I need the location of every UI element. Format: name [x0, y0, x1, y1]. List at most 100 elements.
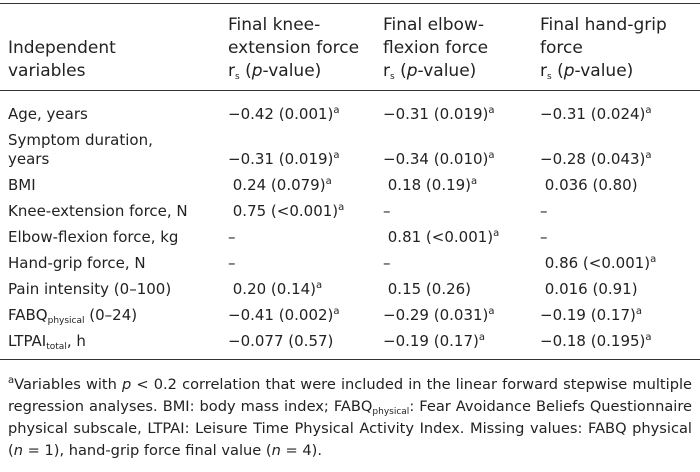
header-row: Independent variables Final knee-extension…: [0, 3, 700, 91]
text-part: 0.18 (0.19): [383, 176, 472, 194]
header-cell: Independent variables: [0, 3, 228, 91]
text-part: a: [650, 254, 657, 265]
text-part: a: [8, 375, 15, 386]
text-part: a: [645, 105, 652, 116]
text-part: Pain intensity (0–100): [8, 280, 172, 298]
row-label: Elbow-flexion force, kg: [0, 224, 228, 250]
text-part: (: [551, 61, 564, 81]
text-part: (0–24): [84, 306, 138, 324]
text-part: −0.29 (0.031): [383, 306, 489, 324]
text-part: 0.86 (<0.001): [540, 254, 651, 272]
text-part: total: [46, 342, 67, 352]
text-part: a: [488, 306, 495, 317]
value-cell: 0.75 (<0.001)a: [228, 198, 383, 224]
row-label: LTPAItotal, h: [0, 328, 228, 360]
text-part: a: [338, 202, 345, 213]
text-part: = 4).: [280, 442, 322, 459]
header-line: Final elbow-: [383, 15, 484, 35]
text-part: –: [228, 228, 236, 246]
text-part: a: [316, 280, 323, 291]
text-part: Age, years: [8, 105, 88, 123]
text-part: a: [325, 176, 332, 187]
value-cell: −0.077 (0.57): [228, 328, 383, 360]
value-cell: –: [383, 198, 540, 224]
header-line: Independent: [8, 38, 116, 58]
text-part: r: [228, 61, 235, 81]
value-cell: 0.016 (0.91): [540, 276, 700, 302]
table-body: Age, years −0.42 (0.001)a −0.31 (0.019)a −0…: [0, 91, 700, 360]
data-table: Independent variables Final knee-extension…: [0, 3, 700, 360]
table-row: Symptom duration, years −0.31 (0.019)a −0.3…: [0, 127, 700, 172]
text-part: -value): [262, 61, 322, 81]
text-part: n: [271, 442, 281, 459]
value-cell: 0.24 (0.079)a: [228, 172, 383, 198]
text-part: (: [394, 61, 407, 81]
stat-label: rs (p-value): [228, 60, 383, 83]
text-part: Symptom duration,: [8, 131, 153, 149]
text-part: a: [333, 105, 340, 116]
text-part: r: [540, 61, 547, 81]
value-cell: −0.31 (0.019)a: [228, 127, 383, 172]
text-part: −0.31 (0.019): [228, 150, 334, 168]
text-part: LTPAI: [8, 332, 47, 350]
value-cell: –: [228, 250, 383, 276]
text-part: 0.75 (<0.001): [228, 202, 339, 220]
text-part: 0.016 (0.91): [540, 280, 638, 298]
text-part: years: [8, 150, 50, 168]
stat-label: rs (p-value): [540, 60, 700, 83]
text-part: −0.19 (0.17): [540, 306, 636, 324]
table-row: Elbow-flexion force, kg – 0.81 (<0.001)a –: [0, 224, 700, 250]
text-part: 0.20 (0.14): [228, 280, 317, 298]
text-part: −0.41 (0.002): [228, 306, 334, 324]
text-part: a: [488, 105, 495, 116]
text-part: physical: [47, 316, 85, 326]
text-part: -value): [574, 61, 634, 81]
text-part: –: [228, 254, 236, 272]
value-cell: −0.28 (0.043)a: [540, 127, 700, 172]
value-cell: 0.036 (0.80): [540, 172, 700, 198]
row-label: Hand-grip force, N: [0, 250, 228, 276]
header-line: force: [540, 38, 583, 58]
text-part: s: [547, 72, 552, 82]
value-cell: 0.20 (0.14)a: [228, 276, 383, 302]
value-cell: −0.19 (0.17)a: [540, 302, 700, 328]
text-part: Hand-grip force, N: [8, 254, 146, 272]
header-cell: Final knee-extension force rs (p-value): [228, 3, 383, 91]
value-cell: −0.19 (0.17)a: [383, 328, 540, 360]
text-part: a: [478, 332, 485, 343]
text-part: a: [471, 176, 478, 187]
row-label: Age, years: [0, 91, 228, 128]
text-part: p: [563, 61, 575, 81]
text-part: s: [390, 72, 395, 82]
text-part: a: [645, 150, 652, 161]
text-part: a: [635, 306, 642, 317]
text-part: −0.34 (0.010): [383, 150, 489, 168]
text-part: 0.81 (<0.001): [383, 228, 494, 246]
text-part: a: [645, 332, 652, 343]
value-cell: −0.42 (0.001)a: [228, 91, 383, 128]
table-header: Independent variables Final knee-extension…: [0, 3, 700, 91]
text-part: −0.19 (0.17): [383, 332, 479, 350]
text-part: a: [333, 306, 340, 317]
text-part: (: [239, 61, 252, 81]
value-cell: −0.31 (0.019)a: [383, 91, 540, 128]
text-part: n: [13, 442, 23, 459]
value-cell: –: [228, 224, 383, 250]
value-cell: −0.41 (0.002)a: [228, 302, 383, 328]
text-part: : Fear Avoidance Beliefs Questionnaire p…: [8, 398, 692, 459]
table-row: Hand-grip force, N – – 0.86 (<0.001)a: [0, 250, 700, 276]
table-row: Knee-extension force, N 0.75 (<0.001)a – –: [0, 198, 700, 224]
table-row: Pain intensity (0–100) 0.20 (0.14)a 0.15…: [0, 276, 700, 302]
value-cell: –: [540, 198, 700, 224]
row-label: Symptom duration, years: [0, 127, 228, 172]
text-part: −0.077 (0.57): [228, 332, 334, 350]
value-cell: −0.29 (0.031)a: [383, 302, 540, 328]
text-part: physical: [372, 407, 410, 417]
text-part: p: [122, 376, 132, 393]
text-part: −0.42 (0.001): [228, 105, 334, 123]
text-part: < 0.2 correlation that were included in …: [8, 376, 692, 415]
text-part: Variables with: [14, 376, 123, 393]
header-cell: Final elbow-flexion force rs (p-value): [383, 3, 540, 91]
header-line: Final knee-: [228, 15, 321, 35]
